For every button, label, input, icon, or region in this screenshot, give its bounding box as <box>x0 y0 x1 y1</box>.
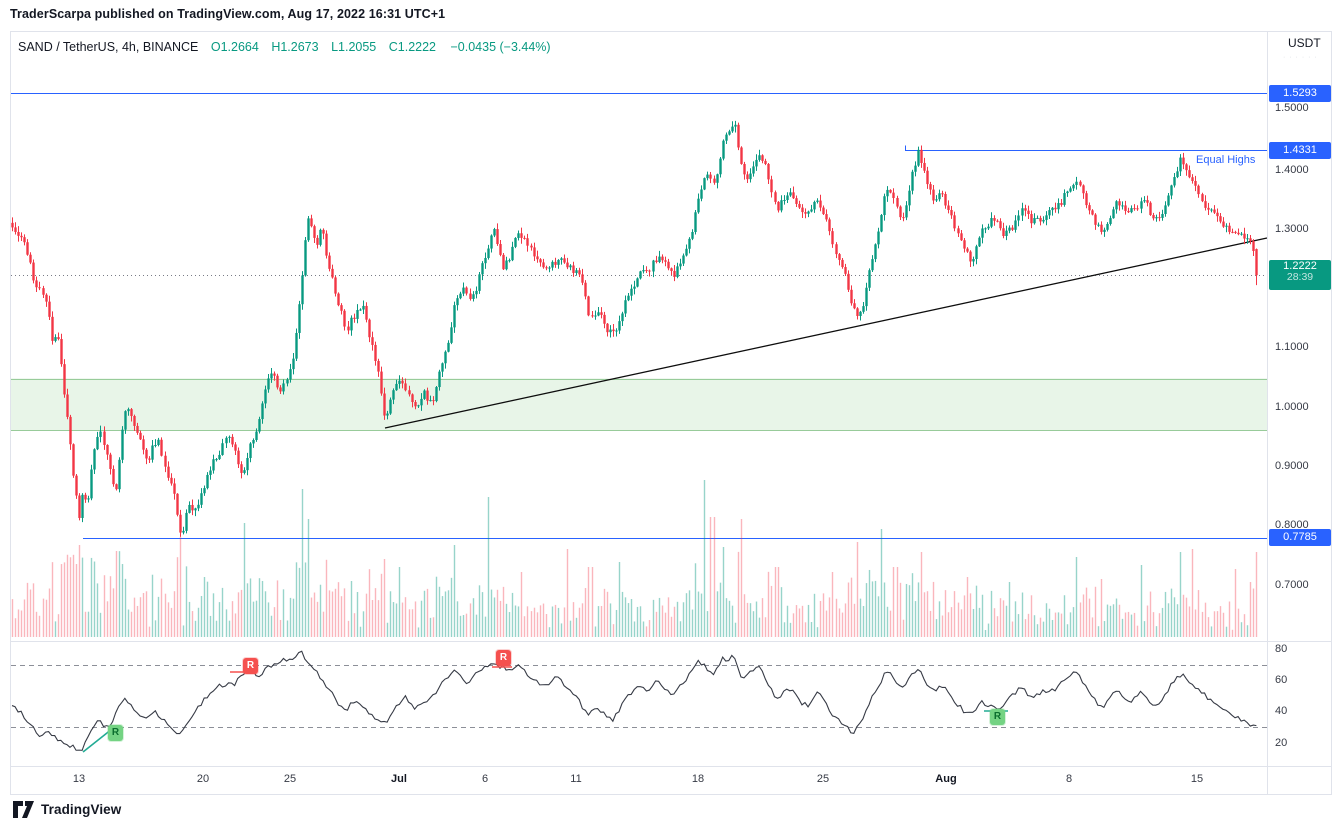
rsi-tick-label: 40 <box>1275 705 1288 718</box>
last-price-badge: 1.2222 28:39 <box>1269 260 1331 291</box>
time-tick-label: 18 <box>691 773 705 785</box>
currency-label: USDT <box>1288 36 1321 50</box>
equal-highs-annotation[interactable]: Equal Highs <box>1196 154 1256 166</box>
ohlc-low: L1.2055 <box>331 40 377 54</box>
tradingview-logo-text: TradingView <box>41 802 122 817</box>
time-tick-label: Aug <box>935 773 957 785</box>
ohlc-high: H1.2673 <box>271 40 319 54</box>
price-tick-label: 0.9000 <box>1275 460 1309 472</box>
price-tick-label: 1.4000 <box>1275 164 1309 176</box>
time-tick-label: 11 <box>570 773 582 785</box>
tradingview-logo[interactable]: TradingView <box>13 801 121 818</box>
attribution-text: TraderScarpa published on TradingView.co… <box>10 7 446 21</box>
price-tick-label: 1.3000 <box>1275 223 1309 235</box>
symbol-title[interactable]: SAND / TetherUS, 4h, BINANCE <box>18 40 199 54</box>
price-level-badge: 1.4331 <box>1269 141 1331 159</box>
rsi-tick-label: 60 <box>1275 674 1288 687</box>
price-level-badge: 1.5293 <box>1269 84 1331 102</box>
ohlc-close: C1.2222 <box>388 40 437 54</box>
price-level-badge: 0.7785 <box>1269 529 1331 547</box>
tradingview-logo-icon <box>13 801 34 818</box>
price-chart-canvas[interactable] <box>11 32 1331 794</box>
price-tick-label: 0.7000 <box>1275 579 1309 591</box>
bar-countdown: 28:39 <box>1286 271 1314 284</box>
time-tick-label: 25 <box>816 773 830 785</box>
chart-widget: SAND / TetherUS, 4h, BINANCE O1.2664 H1.… <box>10 31 1332 795</box>
time-tick-label: 15 <box>1190 773 1204 785</box>
time-tick-label: 6 <box>481 773 489 785</box>
green-divergence-badge[interactable]: R <box>108 725 123 741</box>
time-tick-label: 25 <box>283 773 297 785</box>
price-tick-label: 1.0000 <box>1275 401 1309 413</box>
time-tick-label: 8 <box>1065 773 1073 785</box>
time-tick-label: Jul <box>391 773 407 785</box>
price-tick-label: 1.5000 <box>1275 102 1309 114</box>
ohlc-change: −0.0435 (−3.44%) <box>450 40 551 54</box>
rsi-tick-label: 20 <box>1275 736 1288 749</box>
time-tick-label: 13 <box>72 773 86 785</box>
green-divergence-badge[interactable]: R <box>990 709 1005 725</box>
symbol-legend[interactable]: SAND / TetherUS, 4h, BINANCE O1.2664 H1.… <box>18 40 551 54</box>
red-divergence-badge[interactable]: R <box>243 658 258 674</box>
price-tick-label: 1.1000 <box>1275 341 1309 353</box>
currency-sub-marks: · · · · · · <box>1283 54 1318 61</box>
red-divergence-badge[interactable]: R <box>496 650 511 666</box>
time-tick-label: 20 <box>196 773 210 785</box>
price-tick-label: 0.8000 <box>1275 519 1309 531</box>
ohlc-open: O1.2664 <box>210 40 259 54</box>
rsi-tick-label: 80 <box>1275 643 1288 655</box>
last-price-value: 1.2222 <box>1283 260 1317 273</box>
